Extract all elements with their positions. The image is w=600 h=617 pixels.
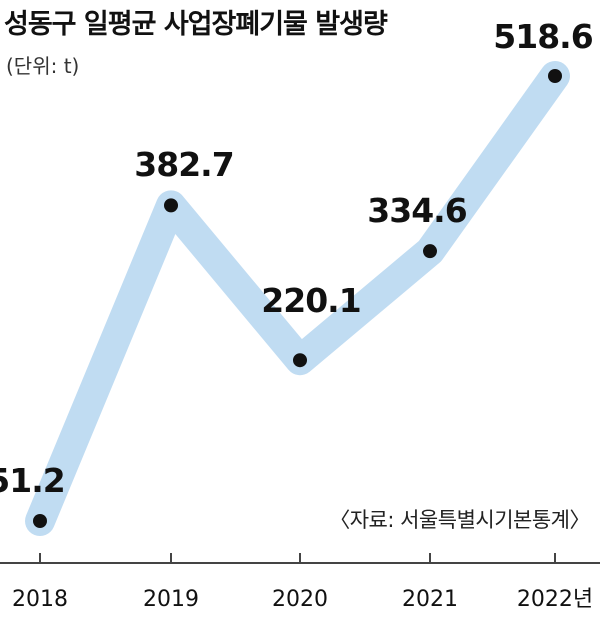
x-tick-label: 2021 <box>402 587 458 612</box>
data-point <box>423 244 437 259</box>
data-label: 518.6 <box>493 17 592 56</box>
data-point <box>548 69 562 83</box>
source-note: 〈자료: 서울특별시기본통계〉 <box>329 508 590 532</box>
data-label: 51.2 <box>0 461 65 500</box>
data-label: 334.6 <box>367 191 466 230</box>
unit-label: (단위: t) <box>6 54 80 78</box>
x-tick-label: 2020 <box>272 587 328 612</box>
x-tick-label: 2018 <box>12 587 68 612</box>
data-point <box>164 198 178 213</box>
x-tick-label: 2022년 <box>517 587 593 612</box>
data-point <box>293 353 307 368</box>
chart-title: 성동구 일평균 사업장폐기물 발생량 <box>4 9 388 40</box>
data-label: 382.7 <box>134 145 233 184</box>
data-point <box>33 514 47 528</box>
x-tick-label: 2019 <box>143 587 199 612</box>
data-label: 220.1 <box>261 281 360 320</box>
